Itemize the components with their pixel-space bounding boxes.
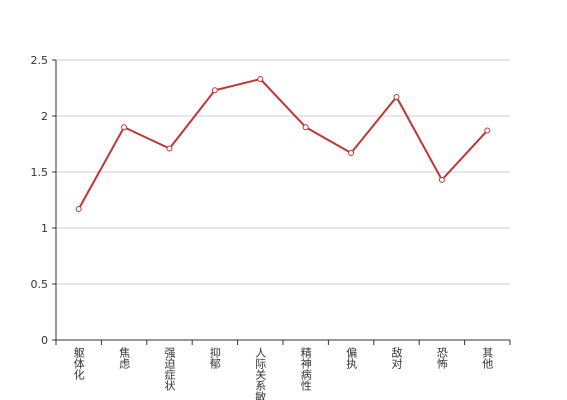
point [438,176,445,183]
point [257,76,264,83]
y-tick-label: 1 [41,222,48,235]
x-tick-label: 焦虑 [118,347,131,369]
y-tick-label: 0 [41,334,48,347]
y-tick-label: 2.5 [31,54,49,67]
x-tick-label: 敌对 [390,346,403,369]
point [166,145,173,152]
point [484,127,491,134]
y-tick-label: 2 [41,110,48,123]
x-tick-label: 躯体化 [72,347,85,381]
x-tick-label: 精神病性 [299,347,312,392]
x-tick-label: 其他 [481,347,494,369]
line-series [77,77,489,210]
x-tick-label: 恐怖 [435,347,448,369]
point [211,87,218,94]
point [121,124,128,131]
point [348,149,355,156]
point [75,205,82,212]
x-tick-label: 抑郁 [208,346,221,369]
x-tick-label: 强迫症状 [163,347,176,391]
y-tick-label: 0.5 [31,278,49,291]
point [393,93,400,100]
y-tick-label: 1.5 [31,166,49,179]
x-tick-label: 偏执 [345,346,358,370]
point [302,124,309,131]
x-tick-label: 人际关系敏感 [254,347,267,400]
